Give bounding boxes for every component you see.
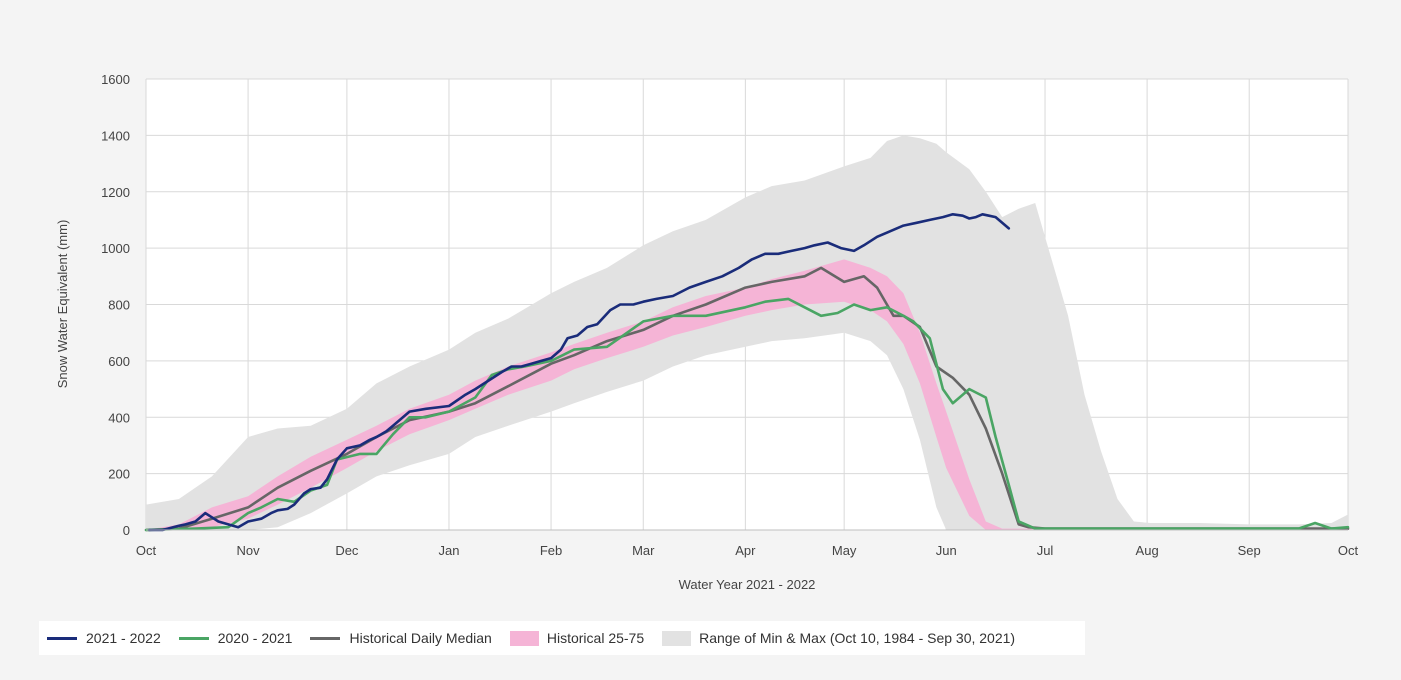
legend-label: 2020 - 2021 bbox=[217, 630, 293, 646]
legend-item-historical-25-75[interactable]: Historical 25-75 bbox=[509, 630, 645, 646]
legend-label: Historical Daily Median bbox=[349, 630, 492, 646]
y-tick-label: 200 bbox=[108, 467, 130, 482]
y-tick-label: 0 bbox=[123, 523, 130, 538]
y-tick-label: 1000 bbox=[101, 241, 130, 256]
band-historical-25-75 bbox=[146, 259, 1348, 530]
band-layer bbox=[146, 135, 1348, 530]
band-range-of-min-max-oct-10-1984-sep-30-2021 bbox=[146, 135, 1348, 530]
legend-swatch-historical-25-75 bbox=[509, 630, 539, 646]
x-tick-label: May bbox=[832, 543, 857, 558]
legend-item-historical-median[interactable]: Historical Daily Median bbox=[310, 630, 492, 646]
x-tick-label: Sep bbox=[1238, 543, 1261, 558]
series-line-2020-2021 bbox=[144, 297, 1350, 532]
x-tick-label: Oct bbox=[136, 543, 157, 558]
x-tick-label: Jul bbox=[1037, 543, 1054, 558]
x-tick-label: Mar bbox=[632, 543, 655, 558]
legend-line-2020-2021 bbox=[178, 636, 209, 640]
y-axis-title: Snow Water Equivalent (mm) bbox=[55, 220, 70, 389]
y-tick-label: 1200 bbox=[101, 185, 130, 200]
x-tick-label: Oct bbox=[1338, 543, 1359, 558]
legend-line-historical-median bbox=[310, 636, 341, 640]
y-tick-label: 1600 bbox=[101, 72, 130, 87]
y-tick-label: 600 bbox=[108, 354, 130, 369]
x-tick-label: Aug bbox=[1136, 543, 1159, 558]
legend-item-min-max-range[interactable]: Range of Min & Max (Oct 10, 1984 - Sep 3… bbox=[662, 630, 1015, 646]
y-tick-label: 400 bbox=[108, 410, 130, 425]
series-line-2021-2022 bbox=[148, 213, 1011, 532]
x-tick-label: Jun bbox=[936, 543, 957, 558]
legend: 2021 - 2022 2020 - 2021 Historical Daily… bbox=[39, 621, 1085, 655]
series-layer bbox=[144, 213, 1350, 532]
x-tick-label: Jan bbox=[438, 543, 459, 558]
y-tick-label: 800 bbox=[108, 298, 130, 313]
legend-label: 2021 - 2022 bbox=[86, 630, 161, 646]
y-tick-label: 1400 bbox=[101, 128, 130, 143]
x-axis-title: Water Year 2021 - 2022 bbox=[679, 577, 816, 592]
legend-label: Historical 25-75 bbox=[546, 630, 645, 646]
legend-item-2021-2022[interactable]: 2021 - 2022 bbox=[47, 630, 161, 646]
axis-layer: 0 200 400 600 800 1000 1200 1400 1600 Oct Nov Dec Ja… bbox=[101, 72, 1358, 558]
legend-swatch-min-max-range bbox=[662, 630, 692, 646]
x-tick-label: Dec bbox=[335, 543, 359, 558]
legend-line-2021-2022 bbox=[47, 636, 77, 640]
x-tick-label: Apr bbox=[735, 543, 756, 558]
legend-label: Range of Min & Max (Oct 10, 1984 - Sep 3… bbox=[699, 630, 1016, 646]
legend-item-2020-2021[interactable]: 2020 - 2021 bbox=[178, 630, 293, 646]
x-tick-label: Nov bbox=[237, 543, 261, 558]
x-tick-label: Feb bbox=[540, 543, 562, 558]
